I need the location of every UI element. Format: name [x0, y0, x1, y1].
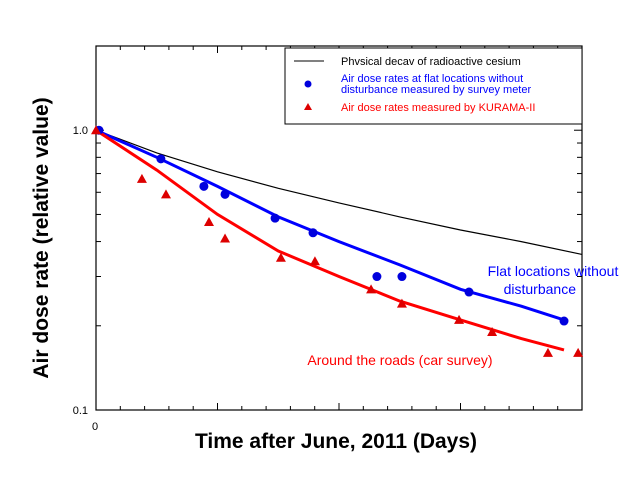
y-tick-label-0.1: 0.1: [73, 405, 88, 417]
flat-fit-curve: [95, 128, 565, 322]
flat-location-point: [220, 189, 230, 199]
flat-location-point: [397, 272, 407, 282]
flat-location-point: [308, 228, 318, 238]
flat-location-point: [156, 154, 166, 164]
x-tick-label-0: 0: [92, 421, 98, 433]
kurama-point: [203, 216, 214, 226]
legend-label-flat-1: Air dose rates at flat locations without: [341, 73, 523, 85]
legend-box: [284, 47, 583, 125]
legend-marker-circle: [304, 80, 312, 88]
legend-label-physical: Phvsical decav of radioactive cesium: [341, 56, 521, 68]
kurama-point: [396, 298, 407, 308]
kurama-point: [91, 125, 101, 135]
flat-location-point: [372, 272, 382, 282]
roads-fit-curve: [95, 128, 565, 352]
x-axis-label: Time after June, 2011 (Days): [195, 430, 477, 453]
flat-location-point: [464, 287, 474, 297]
kurama-point: [487, 327, 498, 337]
kurama-point: [160, 189, 171, 199]
annotation-flat-2: disturbance: [504, 281, 577, 297]
legend-label-flat-2: disturbance measured by survey meter: [341, 84, 531, 96]
legend: Phvsical decav of radioactive cesium Air…: [284, 47, 583, 125]
series: [91, 125, 584, 357]
flat-location-point: [559, 316, 569, 326]
y-axis-label: Air dose rate (relative value): [30, 97, 53, 378]
legend-marker-triangle: [304, 103, 312, 110]
physical-decay-line: [95, 129, 583, 255]
legend-label-kurama: Air dose rates measured by KURAMA-II: [341, 102, 535, 114]
flat-location-point: [199, 181, 209, 191]
flat-location-point: [270, 213, 280, 223]
y-tick-label-1: 1.0: [73, 125, 88, 137]
kurama-point: [573, 347, 584, 357]
kurama-point: [309, 256, 320, 266]
kurama-point: [454, 314, 465, 324]
kurama-point: [366, 284, 377, 294]
kurama-point: [220, 233, 231, 243]
kurama-point: [542, 347, 553, 357]
kurama-point: [136, 173, 147, 183]
annotation-flat-1: Flat locations without: [488, 263, 619, 279]
annotation-roads: Around the roads (car survey): [307, 352, 492, 368]
kurama-point: [275, 252, 286, 262]
